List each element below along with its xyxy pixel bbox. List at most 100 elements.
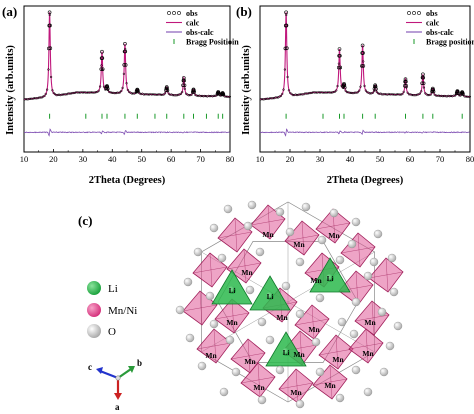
- x-axis-label: 2Theta (Degrees): [327, 175, 404, 186]
- obs-point: [359, 85, 362, 88]
- obs-point: [283, 68, 287, 71]
- obs-point: [324, 91, 327, 94]
- obs-point: [26, 98, 29, 101]
- o-atom: [369, 257, 379, 267]
- obs-point: [335, 89, 338, 92]
- obs-point: [436, 94, 439, 98]
- obs-point: [206, 95, 209, 98]
- obs-point: [440, 94, 443, 98]
- obs-point: [145, 93, 148, 96]
- obs-point: [89, 91, 92, 94]
- obs-point: [268, 97, 272, 100]
- obs-point: [429, 93, 432, 96]
- legend-label: Bragg position: [426, 38, 474, 47]
- o-atom: [217, 253, 227, 263]
- obs-point: [298, 93, 301, 96]
- spinel-structure: LiLiLiLiMnMnMnMnMnMnMnMnMnMnMnMnMnMnMnMn…: [175, 200, 404, 409]
- obs-point: [448, 94, 451, 98]
- obs-point: [297, 93, 300, 96]
- obs-point: [361, 64, 366, 68]
- octahedron-edge: [318, 348, 354, 356]
- o-atom: [329, 208, 339, 218]
- obs-point: [325, 91, 328, 94]
- octahedron-edge: [354, 314, 390, 322]
- obs-point: [260, 97, 264, 101]
- x-tick-label: 40: [346, 154, 355, 164]
- obs-point: [387, 92, 391, 96]
- octahedron-edge: [226, 262, 262, 270]
- mnni-legend-label: Mn/Ni: [108, 305, 137, 317]
- o-atom: [315, 367, 325, 377]
- obs-point: [421, 72, 425, 77]
- obs-point: [287, 89, 291, 92]
- o-atom: [281, 281, 291, 291]
- obs-point: [344, 89, 347, 92]
- mn-atom-label: Mn: [226, 318, 238, 327]
- x-tick-label: 70: [196, 154, 205, 164]
- obs-point: [47, 46, 51, 51]
- obs-point: [226, 95, 229, 98]
- obs-point: [199, 94, 202, 98]
- x-tick-label: 20: [49, 154, 58, 164]
- obs-point: [35, 97, 38, 100]
- obs-point: [326, 91, 330, 94]
- obs-point: [57, 93, 61, 96]
- obs-point: [187, 94, 190, 97]
- octahedron-edge: [340, 246, 376, 254]
- obs-point: [52, 91, 55, 95]
- obs-point: [117, 91, 120, 95]
- obs-point: [413, 94, 416, 97]
- obs-point: [75, 91, 78, 94]
- obs-point: [190, 93, 193, 96]
- o-atom: [275, 207, 285, 217]
- obs-point: [196, 94, 200, 98]
- obs-point: [464, 95, 467, 98]
- li-atom: [266, 292, 274, 300]
- obs-point: [227, 95, 230, 99]
- mn-atom-label: Mn: [293, 240, 305, 249]
- obs-point: [80, 90, 83, 94]
- obs-point: [360, 43, 365, 48]
- obs-point: [200, 94, 204, 98]
- obs-point: [295, 93, 299, 97]
- obs-point: [130, 92, 134, 95]
- obs-point: [212, 94, 216, 97]
- obs-point: [139, 92, 143, 96]
- panel-label-a: (a): [2, 4, 17, 19]
- obs-point: [262, 98, 265, 101]
- obs-point: [385, 93, 388, 96]
- o-atom: [337, 317, 347, 327]
- crystal-structure-panel: (c) Li Mn/Ni O c b a LiLiLiLiMnMnMnMnMnM…: [78, 200, 404, 412]
- obs-point: [38, 96, 41, 99]
- obs-point: [146, 93, 149, 96]
- obs-point: [322, 91, 326, 94]
- octahedron-edge: [278, 382, 314, 390]
- mn-atom-label: Mn: [310, 276, 322, 285]
- obs-point: [151, 93, 155, 96]
- mn-atom-label: Mn: [308, 325, 320, 334]
- obs-point: [203, 94, 206, 98]
- obs-point: [312, 91, 315, 94]
- obs-point: [286, 75, 289, 79]
- o-atom: [335, 255, 345, 265]
- obs-point: [169, 93, 172, 96]
- obs-point: [48, 23, 52, 28]
- obs-point: [271, 97, 274, 100]
- obs-point: [378, 92, 381, 96]
- mn-atom-label: Mn: [293, 350, 305, 359]
- obs-point: [284, 10, 288, 15]
- obs-point: [404, 84, 409, 88]
- o-atom: [347, 239, 357, 249]
- legend-label: Bragg Positioin: [186, 38, 239, 47]
- obs-point: [398, 93, 401, 96]
- obs-point: [90, 91, 94, 94]
- mn-atom-label: Mn: [244, 357, 256, 366]
- obs-point: [266, 97, 269, 100]
- octahedron-edge: [182, 304, 218, 312]
- obs-point: [336, 65, 341, 70]
- obs-point: [403, 77, 408, 81]
- obs-point: [59, 93, 62, 97]
- octahedron-edge: [214, 312, 250, 320]
